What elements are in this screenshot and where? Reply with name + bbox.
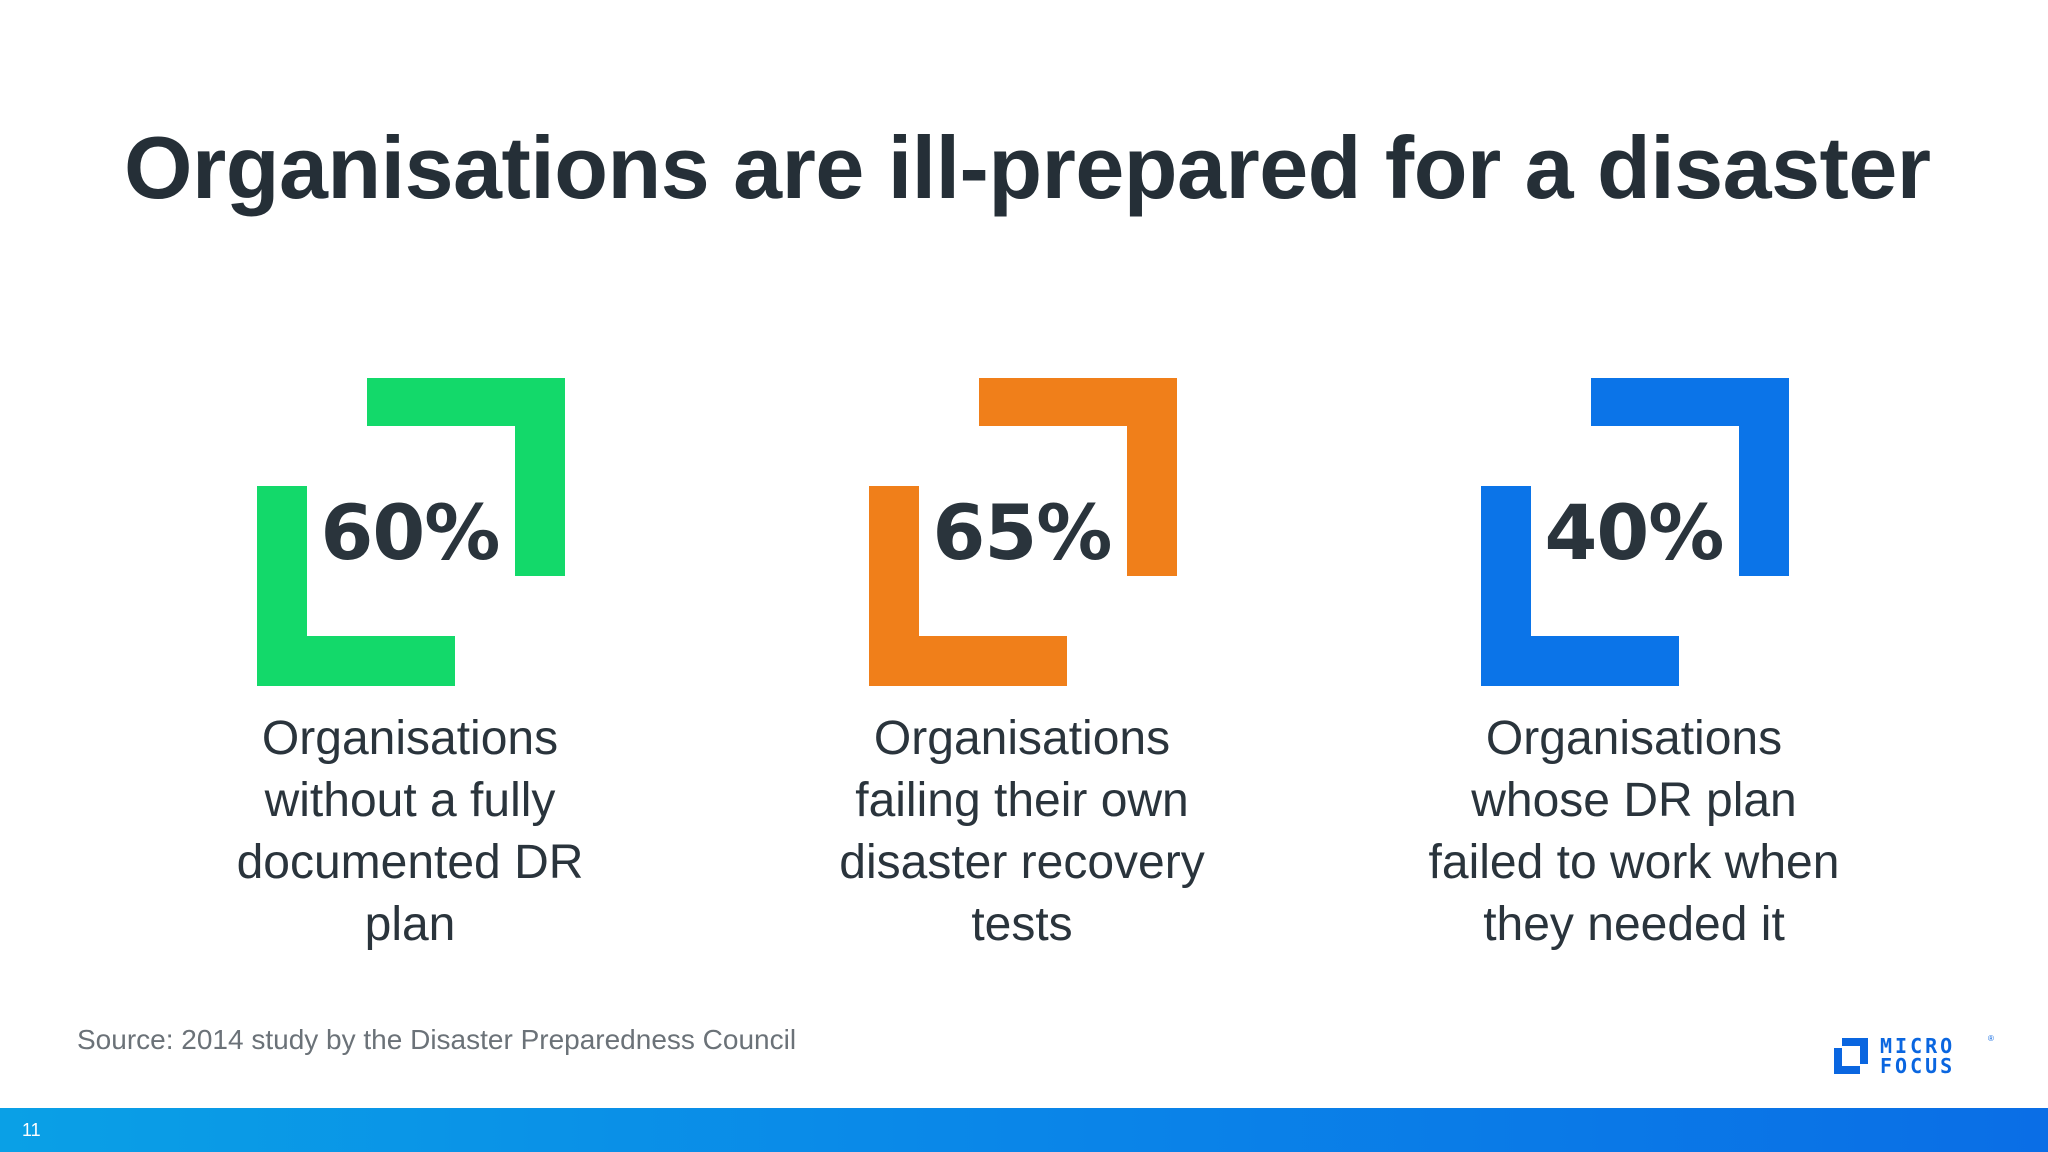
stat-description-line: Organisations	[261, 712, 559, 765]
bracket-icon	[257, 378, 567, 688]
bracket-graphic	[1481, 378, 1789, 686]
micro-focus-logo-icon	[1834, 1038, 1868, 1074]
logo-line-1: MICRO	[1880, 1034, 1956, 1058]
page-number: 11	[22, 1120, 41, 1140]
stat-value: 60%	[320, 488, 501, 577]
footer-bar: 11	[0, 1108, 2048, 1152]
stat-description-line: disaster recovery	[839, 836, 1205, 889]
stat-description: Organisations whose DR plan failed to wo…	[1354, 708, 1914, 956]
stat-value: 65%	[932, 488, 1113, 577]
stat-description-line: whose DR plan	[1471, 774, 1797, 827]
stat-description: Organisations failing their own disaster…	[742, 708, 1302, 956]
stat-card-plan-failed: 40% Organisations whose DR plan failed t…	[1354, 378, 1914, 978]
stat-description-line: Organisations	[1485, 712, 1783, 765]
stat-description-line: they needed it	[1483, 898, 1785, 951]
bracket-icon	[1481, 378, 1791, 688]
stat-description-line: failing their own	[855, 774, 1189, 827]
source-citation: Source: 2014 study by the Disaster Prepa…	[77, 1024, 797, 1055]
stat-description-line: Organisations	[873, 712, 1171, 765]
bracket-icon	[869, 378, 1179, 688]
bracket-graphic	[869, 378, 1177, 686]
logo-wordmark: MICRO FOCUS	[1880, 1036, 1955, 1076]
stat-description-line: documented DR	[236, 836, 584, 889]
stat-description-line: tests	[971, 898, 1073, 951]
slide-title: Organisations are ill-prepared for a dis…	[124, 118, 1931, 217]
stat-description-line: failed to work when	[1428, 836, 1840, 889]
registered-mark: ®	[1988, 1034, 1994, 1043]
stat-description: Organisations without a fully documented…	[130, 708, 690, 956]
stat-description-line: plan	[364, 898, 456, 951]
micro-focus-logo: MICRO FOCUS ®	[1834, 1034, 1994, 1078]
logo-line-2: FOCUS	[1880, 1054, 1956, 1078]
stat-value: 40%	[1544, 488, 1725, 577]
stat-description-line: without a fully	[264, 774, 556, 827]
bracket-graphic	[257, 378, 565, 686]
stat-card-failed-tests: 65% Organisations failing their own disa…	[742, 378, 1302, 978]
stat-card-documented-plan: 60% Organisations without a fully docume…	[130, 378, 690, 978]
